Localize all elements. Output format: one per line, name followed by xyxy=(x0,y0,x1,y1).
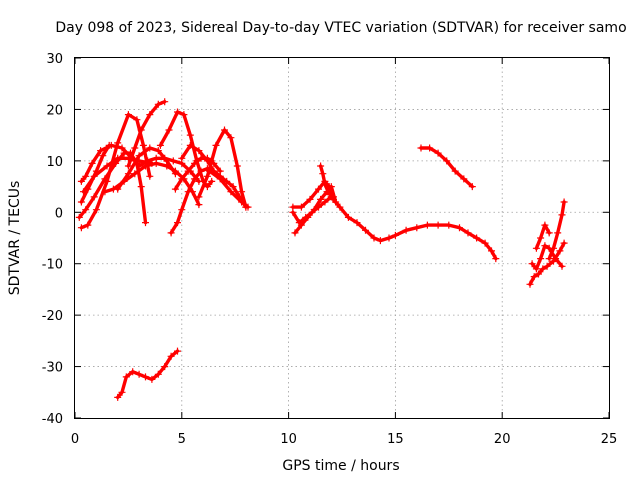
y-tick-label: 0 xyxy=(55,206,63,221)
series-arc-8 xyxy=(124,98,169,170)
y-axis-label: SDTVAR / TECUs xyxy=(7,181,23,296)
x-tick-label: 25 xyxy=(601,432,618,447)
axis-ticks: 0 5 10 15 20 25 -40 -30 -20 -10 0 10 20 30 xyxy=(42,52,618,447)
plot-frame xyxy=(74,57,610,419)
series-arc-2 xyxy=(77,111,154,232)
data-point-markers xyxy=(75,149,149,227)
data-point-markers xyxy=(77,141,113,206)
series-line xyxy=(291,195,498,261)
series-line xyxy=(180,143,248,209)
series-arc-20 xyxy=(289,193,500,263)
x-tick-label: 20 xyxy=(494,432,511,447)
data-series xyxy=(75,98,568,401)
y-tick-label: -10 xyxy=(42,258,63,273)
x-tick-label: 0 xyxy=(71,432,79,447)
data-point-markers xyxy=(77,111,154,232)
y-tick-label: -30 xyxy=(42,361,63,376)
x-tick-label: 10 xyxy=(280,432,297,447)
data-point-markers xyxy=(206,167,252,211)
y-tick-label: 30 xyxy=(46,52,63,67)
series-arc-25 xyxy=(545,198,568,263)
y-tick-label: -20 xyxy=(42,309,63,324)
chart-title: Day 098 of 2023, Sidereal Day-to-day VTE… xyxy=(55,20,626,36)
data-point-markers xyxy=(545,198,568,263)
x-tick-label: 15 xyxy=(387,432,404,447)
data-point-markers xyxy=(114,144,179,193)
data-point-markers xyxy=(289,193,500,263)
y-tick-label: 20 xyxy=(46,103,63,118)
series-arc-15 xyxy=(206,167,252,211)
series-line xyxy=(534,223,551,250)
data-point-markers xyxy=(526,239,568,288)
series-line xyxy=(419,146,474,189)
series-arc-5 xyxy=(77,141,113,206)
data-point-markers xyxy=(532,221,553,252)
y-tick-label: -40 xyxy=(42,412,63,427)
data-point-markers xyxy=(124,98,169,170)
series-arc-16 xyxy=(114,347,181,401)
series-arc-24 xyxy=(532,221,553,252)
series-arc-7 xyxy=(114,144,179,193)
series-arc-21 xyxy=(417,144,476,191)
x-axis-label: GPS time / hours xyxy=(282,458,399,474)
data-point-markers xyxy=(114,347,181,401)
series-arc-23 xyxy=(526,239,568,288)
grid xyxy=(75,58,609,418)
x-tick-label: 5 xyxy=(178,432,186,447)
y-tick-label: 10 xyxy=(46,155,63,170)
data-point-markers xyxy=(417,144,476,191)
